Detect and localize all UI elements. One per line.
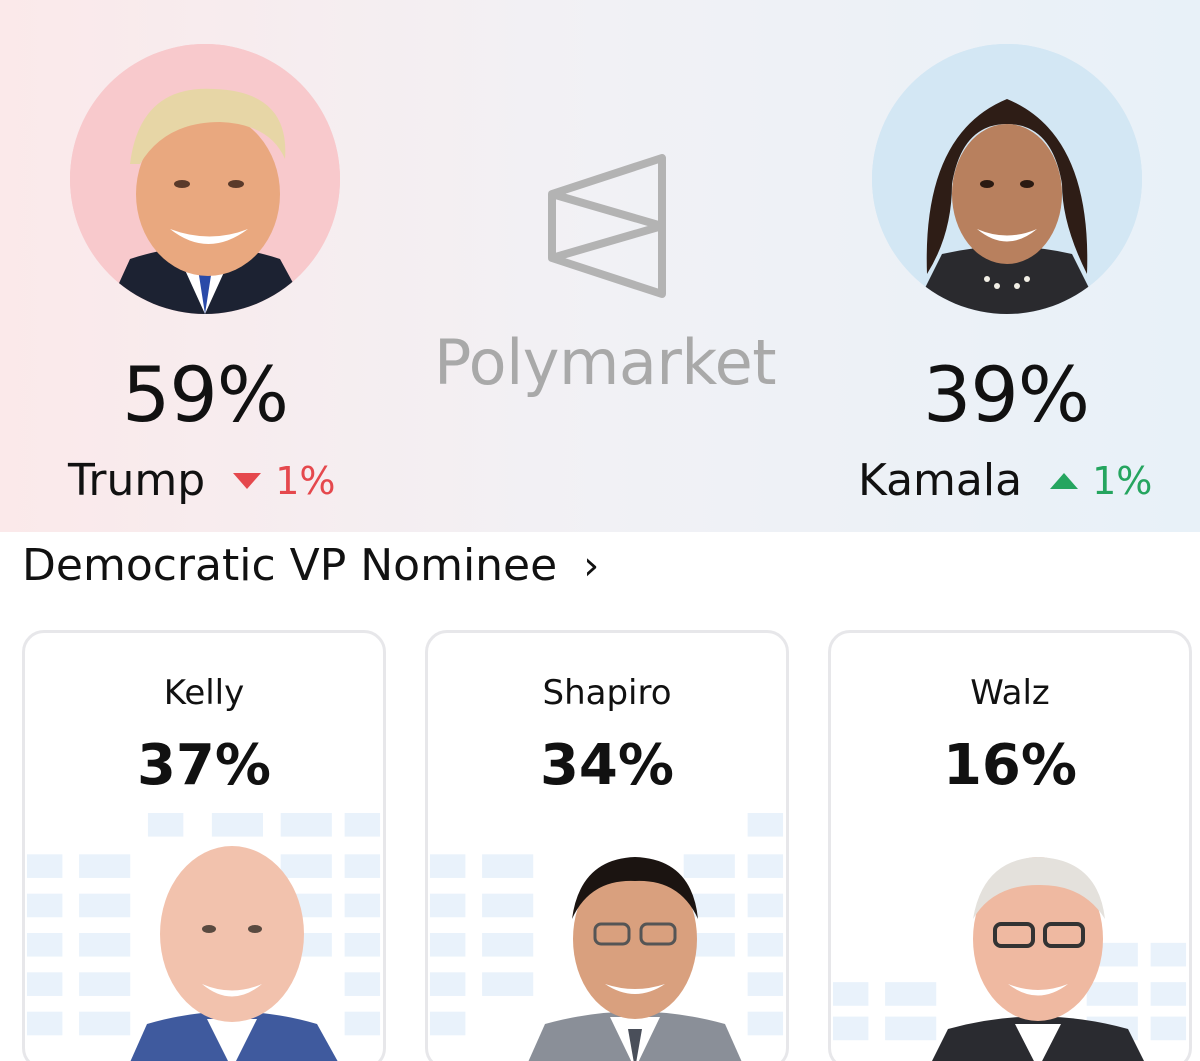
kamala-percentage: 39%	[923, 350, 1090, 439]
kamala-name: Kamala	[858, 455, 1023, 506]
kamala-avatar	[872, 44, 1142, 314]
candidate-name: Kelly	[163, 673, 245, 713]
section-header-link[interactable]: Democratic VP Nominee ›	[22, 540, 599, 591]
candidate-card-shapiro[interactable]: Shapiro 34%	[425, 630, 789, 1061]
triangle-up-icon	[1050, 472, 1079, 489]
trump-row: Trump 1%	[68, 455, 335, 506]
hero-banner: 59% Trump 1% Polymarket 39% Kamala 1%	[0, 0, 1200, 532]
section-title: Democratic VP Nominee	[22, 540, 558, 591]
candidate-card-kelly[interactable]: Kelly 37%	[22, 630, 386, 1061]
candidate-percentage: 34%	[539, 733, 675, 798]
triangle-down-icon	[233, 472, 262, 489]
chevron-right-icon: ›	[583, 542, 600, 589]
candidate-percentage: 37%	[136, 733, 272, 798]
kamala-change-value: 1%	[1092, 458, 1153, 503]
candidate-name: Walz	[970, 673, 1050, 713]
candidate-card-walz[interactable]: Walz 16%	[828, 630, 1192, 1061]
trump-percentage: 59%	[122, 350, 289, 439]
trump-change-value: 1%	[275, 458, 336, 503]
shapiro-photo	[528, 857, 742, 1061]
candidate-name: Shapiro	[542, 673, 672, 713]
trump-avatar	[70, 44, 340, 314]
polymarket-logo-icon	[548, 154, 666, 298]
candidate-percentage: 16%	[942, 733, 1078, 798]
brand-wordmark: Polymarket	[433, 326, 777, 399]
trump-name: Trump	[68, 455, 206, 506]
walz-photo	[932, 857, 1144, 1061]
background-grid-pattern	[429, 813, 784, 1036]
kelly-photo	[130, 846, 338, 1061]
trump-change: 1%	[233, 459, 335, 503]
kamala-row: Kamala 1%	[858, 455, 1152, 506]
kamala-change: 1%	[1050, 459, 1152, 503]
